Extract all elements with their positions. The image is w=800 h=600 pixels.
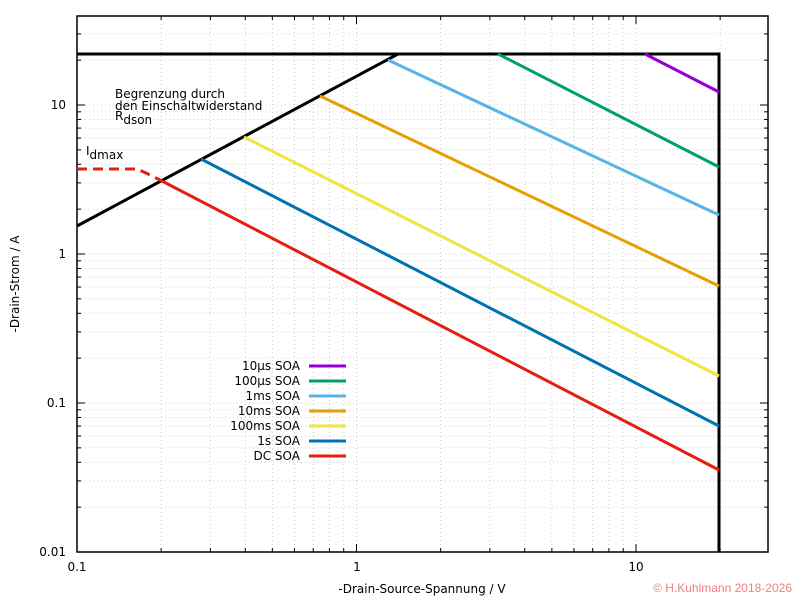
series-100us-soa: [497, 52, 720, 169]
x-tick-1: 1: [353, 560, 361, 574]
x-axis-label: -Drain-Source-Spannung / V: [338, 582, 506, 596]
legend-label-10us: 10µs SOA: [242, 359, 301, 373]
legend-label-1ms: 1ms SOA: [246, 389, 301, 403]
copyright-notice: © H.Kuhlmann 2018-2026: [653, 581, 792, 595]
legend-label-100us: 100µs SOA: [234, 374, 300, 388]
annotation-idmax: Idmax: [86, 144, 123, 162]
boundary-rdson: [76, 52, 399, 228]
legend-label-1s: 1s SOA: [257, 434, 301, 448]
series-1s-soa: [200, 157, 720, 428]
y-tick-0.01: 0.01: [39, 545, 66, 559]
series-1ms-soa: [387, 58, 720, 217]
annotation-begrenzung: Begrenzung durch: [115, 87, 225, 101]
annotation-rdson: Rdson: [115, 109, 152, 127]
axis-ticks: [76, 16, 768, 553]
x-tick-0.1: 0.1: [67, 560, 86, 574]
series-100ms-soa: [243, 135, 720, 378]
legend: 10µs SOA 100µs SOA 1ms SOA 10ms SOA 100m…: [230, 359, 346, 463]
x-tick-10: 10: [628, 560, 643, 574]
boundary-idmax-vdsmax: [77, 52, 721, 552]
legend-label-10ms: 10ms SOA: [238, 404, 301, 418]
y-tick-0.1: 0.1: [47, 396, 66, 410]
legend-label-100ms: 100ms SOA: [230, 419, 301, 433]
plot-frame: [76, 15, 769, 553]
series-dc-soa-dashed: [77, 167, 161, 182]
series-dc-soa: [159, 178, 720, 472]
y-tick-10: 10: [51, 98, 66, 112]
y-tick-1: 1: [58, 247, 66, 261]
series-10us-soa: [644, 52, 720, 94]
series-10ms-soa: [319, 94, 720, 288]
legend-label-dc: DC SOA: [254, 449, 301, 463]
y-axis-label: -Drain-Strom / A: [8, 235, 22, 333]
annotation-einschaltwiderstand: den Einschaltwiderstand: [115, 99, 262, 113]
